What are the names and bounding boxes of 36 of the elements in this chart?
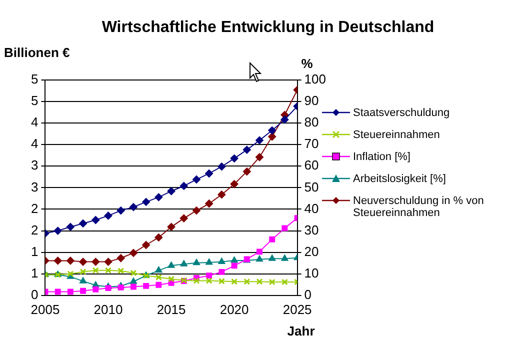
y2-tick-label: 80 (304, 114, 319, 130)
y-tick-label: 2 (30, 222, 38, 238)
x-tick-label: 2020 (220, 302, 249, 317)
chart-title: Wirtschaftliche Entwicklung in Deutschland (102, 19, 434, 36)
y2-tick-label: 10 (304, 265, 319, 280)
y2-tick-label: 70 (304, 136, 319, 152)
y-tick-label: 2 (30, 200, 38, 216)
x-tick-label: 2010 (94, 302, 123, 317)
x-axis-title: Jahr (287, 323, 315, 338)
y-tick-label: 1 (30, 265, 38, 280)
x-tick-label: 2005 (30, 302, 60, 317)
y-axis-title: Billionen € (4, 45, 70, 60)
y-tick-label: 5 (30, 93, 38, 108)
y2-tick-label: 0 (304, 286, 312, 302)
y-tick-label: 3 (30, 179, 38, 194)
y2-tick-label: 40 (304, 200, 319, 216)
y-tick-label: 4 (30, 136, 38, 152)
y-tick-label: 3 (30, 158, 38, 173)
legend-label: Inflation [%] (353, 151, 410, 163)
legend-label: Neuverschuldung in % von Steuereinnahmen (353, 195, 485, 219)
legend-label: Steuereinnahmen (353, 129, 440, 141)
y2-tick-label: 60 (304, 158, 319, 173)
x-tick-label: 2015 (156, 302, 186, 317)
legend-label: Arbeitslosigkeit [%] (353, 173, 446, 185)
y-tick-label: 0 (30, 286, 38, 302)
y2-axis-title: % (301, 56, 314, 71)
y-tick-label: 1 (30, 244, 38, 259)
legend-label: Staatsverschuldung (353, 107, 450, 119)
y-tick-label: 5 (30, 72, 38, 87)
y2-tick-label: 30 (304, 222, 319, 238)
y2-tick-label: 100 (304, 72, 326, 87)
y2-tick-label: 20 (304, 244, 319, 259)
y2-tick-label: 90 (304, 93, 319, 108)
y2-tick-label: 50 (304, 179, 319, 194)
x-tick-label: 2025 (282, 302, 312, 317)
y-tick-label: 4 (30, 114, 38, 130)
